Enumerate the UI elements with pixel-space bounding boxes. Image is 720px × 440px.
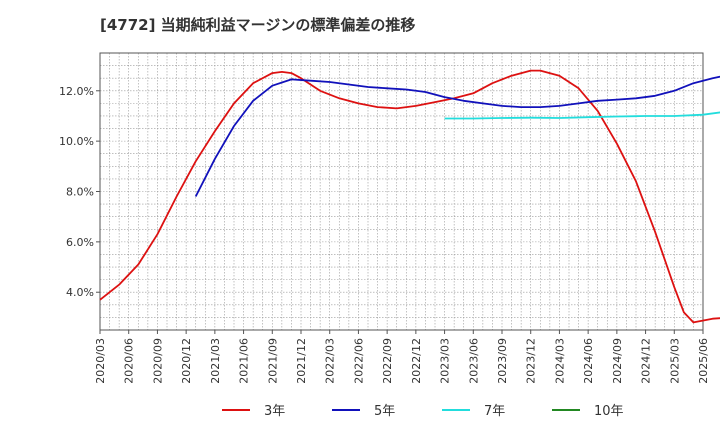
x-tick-label: 2024/03 <box>553 338 566 384</box>
y-tick-label: 10.0% <box>59 135 94 148</box>
x-tick-label: 2020/03 <box>94 338 107 384</box>
x-tick-label: 2021/12 <box>295 338 308 384</box>
x-tick-label: 2022/06 <box>352 338 365 384</box>
series-line-7年 <box>444 111 720 120</box>
x-tick-label: 2024/09 <box>611 338 624 384</box>
x-tick-label: 2021/06 <box>238 338 251 384</box>
x-tick-label: 2022/12 <box>410 338 423 384</box>
legend-label: 5年 <box>374 404 395 419</box>
x-tick-label: 2020/12 <box>180 338 193 384</box>
x-tick-label: 2025/03 <box>668 338 681 384</box>
y-tick-label: 8.0% <box>66 186 94 199</box>
x-tick-label: 2023/06 <box>467 338 480 384</box>
legend-label: 7年 <box>484 404 505 419</box>
legend-label: 10年 <box>594 404 624 419</box>
y-tick-label: 12.0% <box>59 85 94 98</box>
chart-title: [4772] 当期純利益マージンの標準偏差の推移 <box>100 16 416 34</box>
y-tick-label: 4.0% <box>66 286 94 299</box>
x-tick-label: 2022/03 <box>324 338 337 384</box>
x-tick-label: 2024/06 <box>582 338 595 384</box>
legend-label: 3年 <box>264 404 285 419</box>
x-tick-label: 2021/09 <box>266 338 279 384</box>
x-tick-label: 2023/03 <box>439 338 452 384</box>
x-tick-label: 2024/12 <box>640 338 653 384</box>
series-line-5年 <box>194 75 720 197</box>
x-tick-label: 2022/09 <box>381 338 394 384</box>
x-tick-label: 2025/06 <box>697 338 710 384</box>
series-line-3年 <box>99 69 720 324</box>
x-tick-label: 2020/06 <box>123 338 136 384</box>
x-tick-label: 2020/09 <box>151 338 164 384</box>
x-tick-label: 2021/03 <box>209 338 222 384</box>
x-tick-label: 2023/09 <box>496 338 509 384</box>
y-tick-label: 6.0% <box>66 236 94 249</box>
x-tick-label: 2023/12 <box>525 338 538 384</box>
